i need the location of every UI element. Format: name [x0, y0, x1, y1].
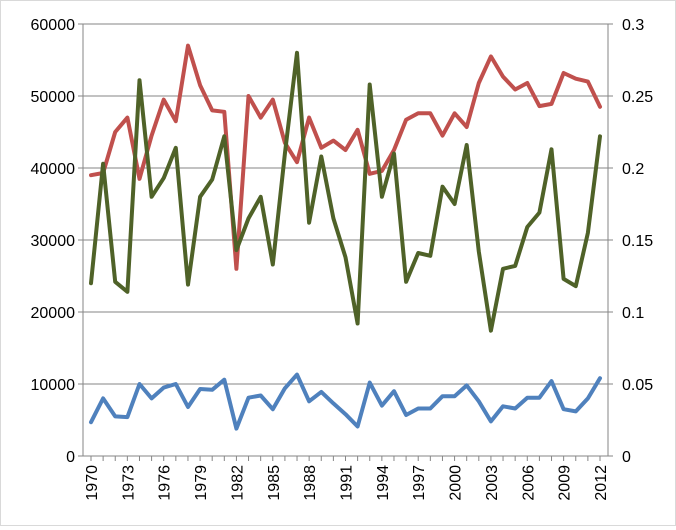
x-tick-label: 2012	[593, 465, 610, 501]
axes	[78, 23, 613, 461]
left-tick-label: 30000	[31, 233, 76, 250]
x-tick-label: 1979	[193, 465, 210, 501]
x-tick-label: 1985	[266, 465, 283, 501]
x-tick-label: 1997	[411, 465, 428, 501]
left-tick-label: 20000	[31, 305, 76, 322]
right-tick-label: 0.2	[622, 161, 644, 178]
gridlines	[83, 23, 608, 385]
left-tick-label: 10000	[31, 377, 76, 394]
x-tick-label: 1994	[375, 465, 392, 501]
x-tick-label: 2009	[557, 465, 574, 501]
right-axis-tick-labels: 0 0.05 0.1 0.15 0.2 0.25 0.3	[622, 17, 653, 466]
x-tick-label: 2003	[484, 465, 501, 501]
left-tick-label: 60000	[31, 17, 76, 34]
series-line-3	[89, 372, 602, 431]
x-tick-label: 2006	[520, 465, 537, 501]
x-tick-label: 1970	[84, 465, 101, 501]
left-tick-label: 40000	[31, 161, 76, 178]
right-tick-label: 0.3	[622, 17, 644, 34]
left-tick-label: 50000	[31, 89, 76, 106]
right-tick-label: 0.25	[622, 89, 653, 106]
x-tick-label: 1973	[120, 465, 137, 501]
x-tick-label: 1976	[157, 465, 174, 501]
right-tick-label: 0	[622, 449, 631, 466]
right-tick-label: 0.05	[622, 377, 653, 394]
left-axis-tick-labels: 0 10000 20000 30000 40000 50000 60000	[31, 17, 76, 466]
x-tick-label: 2000	[448, 465, 465, 501]
x-tick-label: 1988	[302, 465, 319, 501]
x-tick-label: 1991	[339, 465, 356, 501]
left-tick-label: 0	[66, 449, 75, 466]
right-tick-label: 0.15	[622, 233, 653, 250]
right-tick-label: 0.1	[622, 305, 644, 322]
series-line-2	[89, 50, 602, 333]
series-line-1	[89, 43, 602, 271]
series-lines	[89, 43, 602, 431]
x-tick-label: 1982	[229, 465, 246, 501]
x-axis-tick-labels: 1970 1973 1976 1979 1982 1985 1988 1991 1994 1997…	[84, 465, 610, 501]
